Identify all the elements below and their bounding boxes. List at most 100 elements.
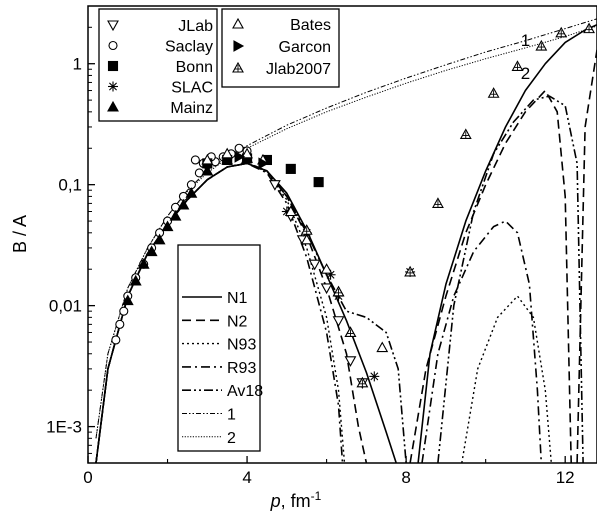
point-jlab2007-10 (555, 26, 568, 38)
point-bates-1 (221, 147, 234, 159)
point-bates-9 (376, 341, 389, 353)
legend-line-label-n1: N1 (227, 290, 248, 307)
legend-line-label-r93: R93 (227, 360, 256, 377)
point-garcon-0 (234, 150, 246, 163)
legends-layer: JLab Saclay Bonn SLAC Mainz Bates Garcon Jlab20… (98, 8, 340, 452)
curve-av18-10 (437, 95, 584, 463)
curve-1-11 (95, 18, 597, 439)
legend-marker-bates (232, 17, 244, 29)
plot-frame (87, 5, 597, 464)
point-jlab-5 (332, 316, 345, 327)
legend-marker-jlab2007 (232, 61, 244, 73)
point-jlab2007-11 (583, 22, 595, 34)
point-mainz-1 (129, 274, 142, 286)
point-saclay-12 (194, 168, 204, 178)
point-jlab-0 (268, 180, 281, 191)
point-bates-0 (201, 153, 214, 165)
point-saclay-0 (111, 335, 121, 345)
points-layer (111, 22, 595, 389)
y-axis-title: B / A (10, 215, 30, 253)
point-bates-6 (320, 263, 333, 274)
curve-n93-6 (461, 295, 552, 463)
y-tick-label-1: 0,01 (49, 297, 82, 316)
point-slac-4 (369, 371, 380, 382)
legend-line-label-n93: N93 (227, 337, 256, 354)
legend-label-mainz: Mainz (170, 100, 213, 117)
point-jlab-4 (320, 283, 333, 295)
legend-label-saclay: Saclay (165, 39, 213, 56)
line-legend-frame (177, 244, 261, 452)
curve-n1-1 (417, 23, 597, 463)
x-tick-label-0: 0 (83, 468, 92, 487)
point-jlab2007-4 (404, 265, 417, 277)
x-tick-label-2: 8 (401, 468, 410, 487)
legend-label-garcon: Garcon (279, 39, 331, 56)
point-jlab2007-1 (332, 285, 345, 297)
point-jlab2007-9 (535, 39, 548, 51)
point-mainz-5 (161, 220, 174, 232)
x-tick-label-1: 4 (242, 468, 251, 487)
point-jlab-3 (308, 259, 321, 271)
point-saclay-1 (115, 319, 125, 329)
point-mainz-10 (221, 153, 234, 165)
curves-layer (95, 18, 597, 463)
x-axis-title: p, fm-1 (270, 489, 322, 511)
line-legend: N1 N2 N93 R93 Av18 1 2 (177, 244, 263, 452)
legend-label-jlab2007: Jlab2007 (266, 61, 331, 78)
legend-line-label-1: 1 (227, 407, 236, 424)
legend-line-label-2: 2 (227, 430, 236, 447)
point-mainz-9 (201, 164, 214, 176)
annot-layer: 12 (521, 31, 530, 83)
point-mainz-0 (121, 294, 134, 306)
point-jlab-6 (344, 356, 357, 367)
legend-marker-mainz (107, 100, 119, 112)
point-jlab2007-6 (459, 128, 472, 140)
curve-n2-3 (409, 89, 572, 463)
x-axis-title-sup: -1 (311, 489, 322, 503)
legend-marker-slac (108, 81, 118, 92)
point-garcon-1 (258, 157, 270, 170)
x-tick-label-3: 12 (556, 468, 575, 487)
point-mainz-6 (169, 209, 182, 221)
point-jlab2007-5 (432, 197, 444, 208)
marker-legend-left-frame (98, 8, 218, 122)
point-mainz-8 (185, 187, 198, 198)
point-mainz-3 (145, 245, 158, 257)
legend-marker-bonn (107, 60, 119, 72)
point-jlab2007-7 (487, 87, 500, 98)
marker-legend-right: Bates Garcon Jlab2007 (221, 8, 340, 88)
point-saclay-19 (190, 155, 200, 165)
curve-annotation-2: 2 (521, 64, 530, 83)
y-tick-label-3: 1 (73, 55, 82, 74)
marker-legend-right-frame (221, 8, 340, 88)
point-mainz-7 (177, 198, 190, 210)
point-bates-2 (241, 147, 253, 159)
point-saclay-2 (119, 306, 129, 316)
marker-legend-left: JLab Saclay Bonn SLAC Mainz (98, 8, 218, 122)
point-bonn-5 (313, 177, 324, 188)
x-axis-title-unit: , fm (281, 491, 311, 511)
legend-marker-jlab (107, 20, 119, 32)
point-jlab2007-0 (300, 224, 313, 235)
point-jlab2007-3 (356, 376, 369, 388)
legend-marker-garcon (233, 40, 245, 52)
point-jlab2007-8 (511, 60, 524, 71)
point-bonn-4 (285, 163, 296, 174)
y-tick-label-0: 1E-3 (46, 418, 82, 437)
point-bates-5 (300, 233, 313, 245)
legend-label-jlab: JLab (178, 18, 213, 35)
legend-label-slac: SLAC (171, 80, 213, 97)
legend-label-bates: Bates (290, 17, 331, 34)
x-axis-title-main: p (270, 491, 281, 511)
curve-annotation-1: 1 (521, 31, 530, 50)
legend-label-bonn: Bonn (176, 59, 213, 76)
point-jlab2007-2 (344, 326, 357, 338)
y-tick-label-2: 0,1 (58, 176, 82, 195)
point-mainz-2 (137, 258, 150, 269)
legend-line-label-n2: N2 (227, 313, 248, 330)
point-mainz-4 (153, 233, 166, 245)
legend-line-label-av18: Av18 (227, 383, 263, 400)
point-bates-4 (284, 205, 297, 217)
